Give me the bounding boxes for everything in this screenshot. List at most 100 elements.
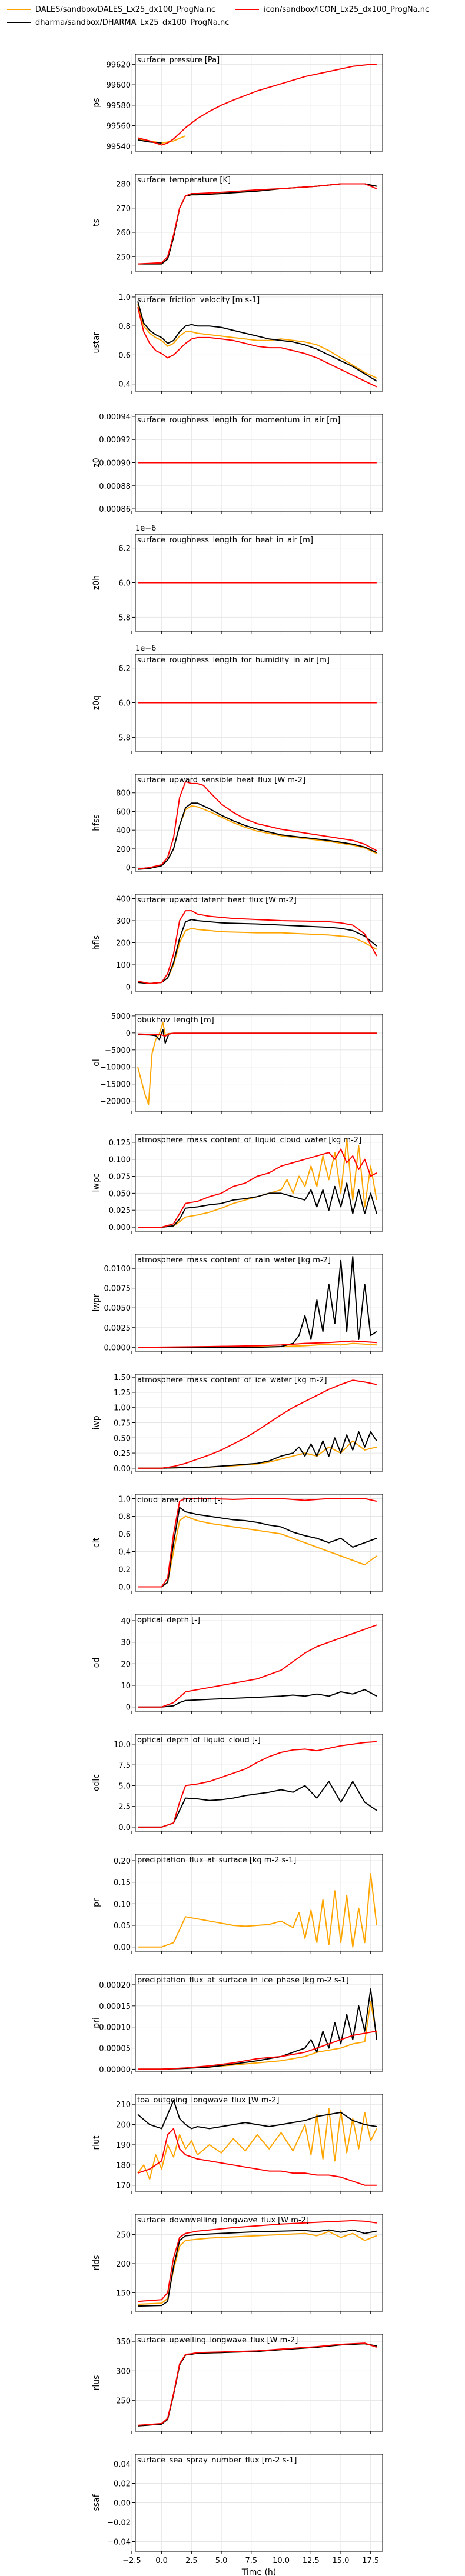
x-tick-label: 15.0 bbox=[333, 2557, 350, 2565]
chart-legend: DALES/sandbox/DALES_Lx25_dx100_ProgNa.nc… bbox=[7, 5, 429, 27]
y-tick-label: 5.0 bbox=[118, 1782, 131, 1791]
y-tick-label: 350 bbox=[116, 2338, 131, 2347]
series-line bbox=[137, 64, 377, 146]
y-tick-label: 1.25 bbox=[114, 1389, 131, 1398]
chart-panel: 5.8 6.0 6.2 1e−6 surface_roughness_length_fo… bbox=[92, 644, 383, 754]
series-line bbox=[137, 781, 377, 869]
series-line bbox=[138, 1379, 377, 1469]
y-tick-label: 0.000 bbox=[109, 1224, 131, 1232]
plot-frame bbox=[135, 2094, 383, 2192]
series-line bbox=[138, 2030, 377, 2070]
y-axis-label: z0q bbox=[92, 695, 101, 710]
panel-title: cloud_area_fraction [-] bbox=[137, 1496, 223, 1505]
y-tick-label: 0.00094 bbox=[99, 413, 131, 422]
y-tick-label: 0.00010 bbox=[99, 2024, 131, 2032]
y-tick-label: 180 bbox=[116, 2161, 131, 2170]
y-tick-label: 800 bbox=[116, 789, 131, 798]
y-tick-label: 1.0 bbox=[118, 294, 131, 302]
y-tick-label: −0.04 bbox=[107, 2538, 131, 2547]
y-tick-label: 99620 bbox=[107, 61, 131, 69]
series-line bbox=[137, 910, 377, 984]
series-line bbox=[138, 2342, 377, 2426]
y-tick-label: 200 bbox=[116, 845, 131, 854]
y-axis-label: pr bbox=[92, 1898, 101, 1907]
panel-title: optical_depth [-] bbox=[137, 1616, 200, 1625]
chart-panel: 0.0 2.5 5.0 7.5 10.0 optical_depth_of_liquid_… bbox=[92, 1734, 383, 1834]
series-line bbox=[138, 2220, 377, 2302]
series-line bbox=[138, 1689, 377, 1708]
plot-frame bbox=[135, 174, 383, 272]
x-axis-label: Time (h) bbox=[241, 2568, 277, 2576]
panel-title: surface_temperature [K] bbox=[137, 176, 231, 185]
series-line bbox=[138, 183, 377, 265]
y-tick-label: 0.8 bbox=[118, 1513, 131, 1522]
plot-frame bbox=[135, 54, 383, 152]
series-line bbox=[137, 2100, 377, 2130]
y-tick-label: 400 bbox=[116, 827, 131, 835]
y-tick-label: 0.8 bbox=[118, 322, 131, 331]
y-tick-label: 10 bbox=[121, 1682, 131, 1691]
x-tick-label: −2.5 bbox=[122, 2557, 141, 2565]
y-tick-label: 190 bbox=[116, 2141, 131, 2150]
y-tick-label: 0.20 bbox=[114, 1857, 131, 1866]
y-tick-label: 0.00000 bbox=[99, 2065, 131, 2074]
y-tick-label: 170 bbox=[116, 2182, 131, 2191]
y-tick-label: 0.0050 bbox=[104, 1304, 131, 1313]
y-tick-label: 0.6 bbox=[118, 1531, 131, 1539]
y-tick-label: 1.50 bbox=[114, 1374, 131, 1382]
y-tick-label: 0.2 bbox=[118, 1566, 131, 1575]
series-line bbox=[138, 1781, 377, 1828]
chart-panel: 99540 99560 99580 99600 99620 surface_pressur… bbox=[92, 54, 383, 154]
plot-frame bbox=[135, 1254, 383, 1352]
y-tick-label: 300 bbox=[116, 2367, 131, 2376]
plot-frame bbox=[135, 774, 383, 872]
y-tick-label: 6.2 bbox=[118, 665, 131, 674]
panel-title: surface_roughness_length_for_momentum_in… bbox=[137, 416, 340, 425]
plot-frame bbox=[135, 1974, 383, 2072]
y-tick-label: 0.75 bbox=[114, 1419, 131, 1428]
series-line bbox=[138, 1148, 377, 1228]
series-line bbox=[137, 139, 162, 144]
y-tick-label: 600 bbox=[116, 808, 131, 817]
y-tick-label: 100 bbox=[116, 961, 131, 970]
series-line bbox=[138, 802, 377, 870]
legend-label: DALES/sandbox/DALES_Lx25_dx100_ProgNa.nc bbox=[35, 5, 215, 14]
y-tick-label: 0 bbox=[126, 864, 131, 873]
chart-panel: 0 10 20 30 40 optical_depth [-] od bbox=[92, 1614, 383, 1714]
series-line bbox=[138, 1873, 377, 1948]
y-tick-label: 200 bbox=[116, 2260, 131, 2269]
y-axis-label: ts bbox=[92, 219, 101, 226]
y-axis-label: ustar bbox=[92, 332, 101, 353]
y-axis-label: hfls bbox=[92, 935, 101, 950]
y-tick-label: −15000 bbox=[100, 1081, 131, 1089]
y-tick-label: 1.0 bbox=[118, 1495, 131, 1504]
y-tick-label: 0.0000 bbox=[104, 1344, 131, 1352]
y-axis-label: rlds bbox=[92, 2255, 101, 2271]
y-axis-label: z0 bbox=[92, 458, 101, 467]
chart-panel: 250 260 270 280 surface_temperature [K] ts bbox=[92, 174, 383, 274]
panel-title: precipitation_flux_at_surface_in_ice_pha… bbox=[137, 1976, 349, 1985]
y-tick-label: 250 bbox=[116, 253, 131, 262]
x-tick-label: 0.0 bbox=[155, 2557, 168, 2565]
y-tick-label: 1.00 bbox=[114, 1404, 131, 1413]
y-tick-label: 0 bbox=[126, 984, 131, 992]
y-tick-label: 7.5 bbox=[118, 1761, 131, 1770]
x-tick-label: 7.5 bbox=[245, 2557, 257, 2565]
panel-title: surface_upwelling_longwave_flux [W m-2] bbox=[137, 2336, 298, 2345]
chart-panel: −20000 −15000 −10000 −5000 0 5000 obukhov_leng… bbox=[92, 1012, 383, 1114]
y-tick-label: 210 bbox=[116, 2101, 131, 2110]
y-tick-label: −10000 bbox=[100, 1064, 131, 1072]
y-axis-label: ssaf bbox=[92, 2494, 101, 2511]
y-tick-label: 0.10 bbox=[114, 1900, 131, 1909]
panel-title: surface_upward_latent_heat_flux [W m-2] bbox=[137, 896, 297, 905]
series-line bbox=[138, 1507, 377, 1588]
series-line bbox=[137, 306, 377, 388]
y-axis-label: hfss bbox=[92, 814, 101, 831]
panel-title: obukhov_length [m] bbox=[137, 1016, 214, 1025]
x-tick-label: 5.0 bbox=[215, 2557, 228, 2565]
y-tick-label: 6.2 bbox=[118, 545, 131, 554]
y-tick-label: −20000 bbox=[100, 1098, 131, 1107]
y-tick-label: 6.0 bbox=[118, 699, 131, 708]
y-tick-label: 0.00 bbox=[114, 2500, 131, 2508]
y-axis-label: rlus bbox=[92, 2375, 101, 2391]
